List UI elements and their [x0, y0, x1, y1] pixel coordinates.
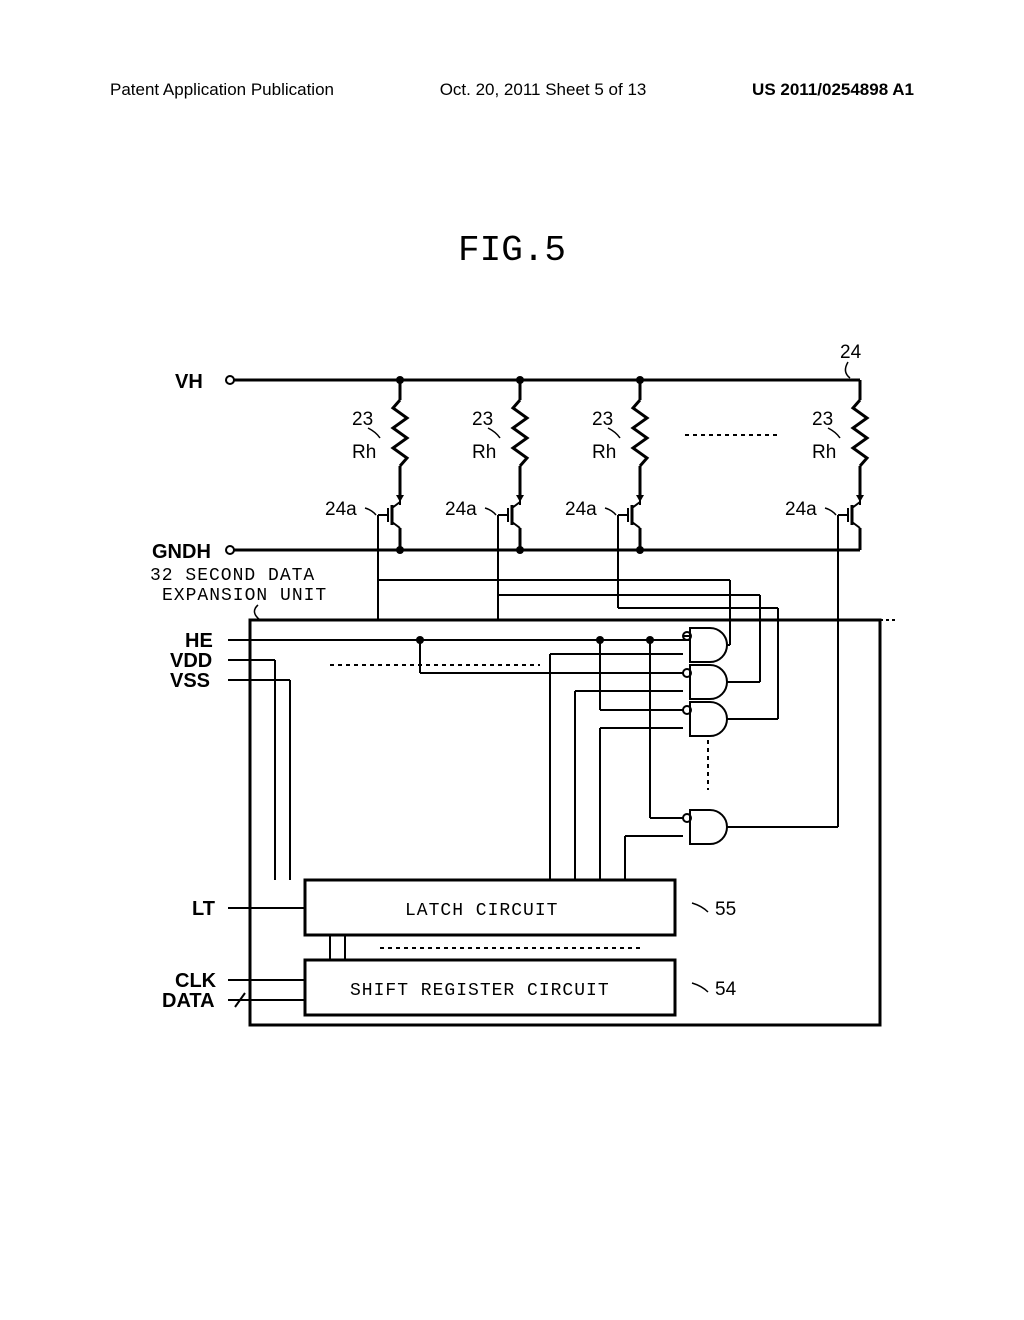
heater-element-n: [838, 395, 867, 608]
ref-24a-3: 24a: [565, 499, 597, 520]
ref-23-2: 23: [472, 409, 493, 430]
ref-55: 55: [715, 899, 736, 920]
figure-title: FIG.5: [0, 230, 1024, 271]
lt-label: LT: [192, 898, 215, 920]
heater-element-3: [618, 376, 647, 608]
expansion-unit-label-2: EXPANSION UNIT: [162, 586, 327, 606]
ref-23-1: 23: [352, 409, 373, 430]
gndh-terminal: [226, 546, 234, 554]
expansion-unit-box: [250, 620, 880, 1025]
rh-4: Rh: [812, 442, 836, 463]
ref-24a-1: 24a: [325, 499, 357, 520]
heater-element-2: [498, 376, 527, 595]
ref-23-3: 23: [592, 409, 613, 430]
he-label: HE: [185, 630, 213, 652]
vh-terminal: [226, 376, 234, 384]
clk-label: CLK: [175, 970, 217, 992]
rh-2: Rh: [472, 442, 496, 463]
rh-3: Rh: [592, 442, 616, 463]
circuit-diagram: VH 24 23 Rh 24a: [120, 340, 900, 1060]
gndh-label: GNDH: [152, 541, 211, 563]
ref-24-label: 24: [840, 342, 862, 363]
header-right: US 2011/0254898 A1: [752, 80, 914, 100]
header-center: Oct. 20, 2011 Sheet 5 of 13: [440, 80, 647, 100]
vdd-label: VDD: [170, 650, 212, 672]
expansion-unit-label-1: 32 SECOND DATA: [150, 566, 315, 586]
ref-24a-4: 24a: [785, 499, 817, 520]
ref-23-4: 23: [812, 409, 833, 430]
vss-label: VSS: [170, 670, 210, 692]
vh-label: VH: [175, 371, 203, 393]
header-left: Patent Application Publication: [110, 80, 334, 100]
data-label: DATA: [162, 990, 215, 1012]
ref-54: 54: [715, 979, 737, 1000]
latch-label: LATCH CIRCUIT: [405, 901, 558, 921]
rh-1: Rh: [352, 442, 376, 463]
ref-24a-2: 24a: [445, 499, 477, 520]
sr-label: SHIFT REGISTER CIRCUIT: [350, 981, 610, 1001]
